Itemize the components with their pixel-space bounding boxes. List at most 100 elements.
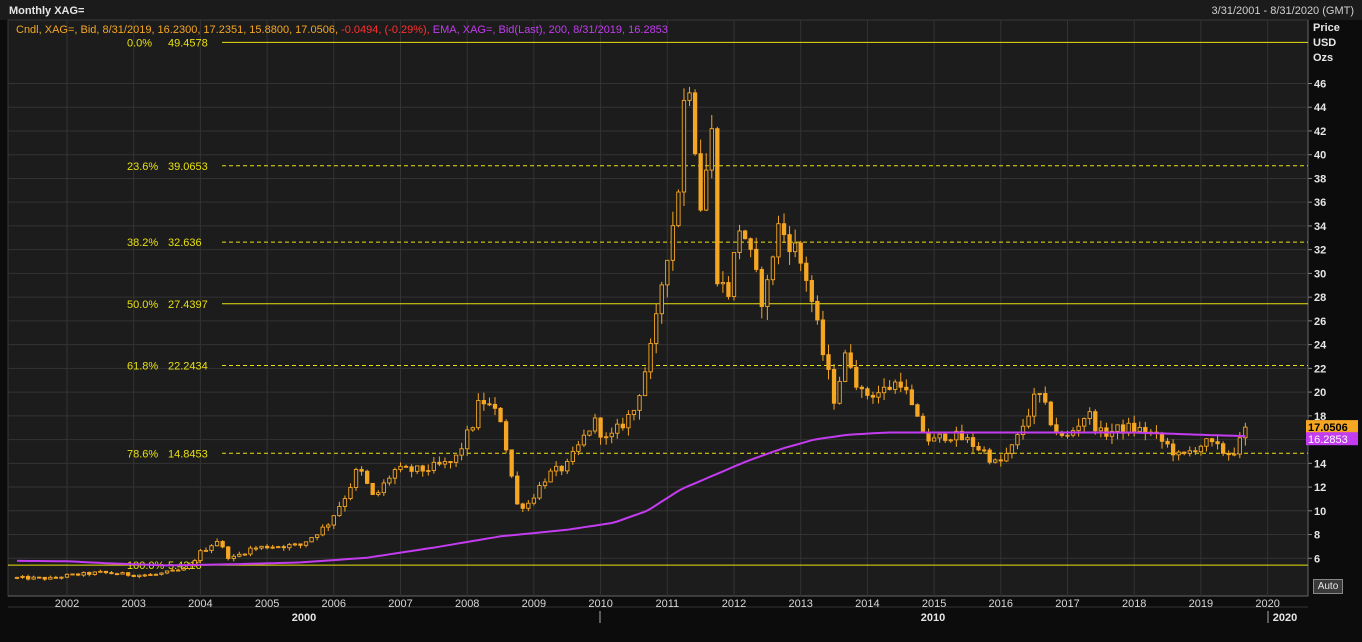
candle-body xyxy=(792,242,798,253)
candle-body xyxy=(570,450,575,462)
candle-body xyxy=(1182,451,1187,454)
candle-body xyxy=(142,574,147,577)
candle-body xyxy=(598,417,603,438)
fib-pct-label: 78.6% xyxy=(127,448,158,460)
candle-body xyxy=(998,459,1003,462)
candle-body xyxy=(681,99,687,193)
y-tick-label: 46 xyxy=(1314,78,1326,90)
candle-body xyxy=(1215,441,1220,445)
candle-body xyxy=(654,313,659,344)
last-price-tag xyxy=(1306,420,1358,434)
candle-body xyxy=(715,128,720,285)
candle-body xyxy=(1098,427,1104,432)
candle-body xyxy=(1132,422,1137,432)
candle-body xyxy=(320,526,325,536)
candle-body xyxy=(965,437,970,441)
candle-body xyxy=(648,342,653,373)
candle-body xyxy=(859,386,864,390)
last-price-label: 17.0506 xyxy=(1308,422,1348,434)
candle-body xyxy=(815,300,820,321)
candle-body xyxy=(209,545,214,551)
candle-body xyxy=(331,515,336,526)
candle-body xyxy=(170,569,175,572)
candle-body xyxy=(487,403,492,406)
auto-scale-button[interactable]: Auto xyxy=(1313,579,1343,594)
candle-body xyxy=(1020,425,1026,436)
ema-line xyxy=(17,431,1246,567)
y-tick-label: 34 xyxy=(1314,221,1327,233)
candle-body xyxy=(553,465,559,472)
candle-body xyxy=(1109,430,1115,437)
candle-body xyxy=(620,423,625,429)
axis-unit-currency: USD xyxy=(1313,37,1337,49)
candle-body xyxy=(114,573,120,576)
fib-pct-label: 0.0% xyxy=(127,37,152,49)
candle-body xyxy=(203,549,209,552)
candle-body xyxy=(787,234,792,253)
candle-body xyxy=(242,553,248,556)
candle-body xyxy=(731,252,737,297)
candle-body xyxy=(503,421,509,451)
candle-body xyxy=(559,465,564,472)
candle-body xyxy=(148,574,153,576)
candle-body xyxy=(403,465,409,468)
y-tick-label: 40 xyxy=(1314,150,1326,162)
legend-candle: Cndl, XAG=, Bid, 8/31/2019, 16.2300, 17.… xyxy=(16,24,339,36)
candle-body xyxy=(198,550,203,562)
candle-body xyxy=(392,469,398,479)
candle-body xyxy=(704,169,709,211)
candle-body xyxy=(893,381,898,390)
candle-body xyxy=(1043,393,1048,403)
candle-body xyxy=(181,568,186,571)
fib-value-label: 49.4578 xyxy=(168,37,208,49)
x-tick-label: 2018 xyxy=(1122,598,1146,610)
candle-body xyxy=(737,230,742,253)
candle-body xyxy=(898,381,903,388)
candle-body xyxy=(98,570,103,573)
candle-body xyxy=(959,430,965,441)
candle-body xyxy=(726,282,731,297)
y-tick-label: 38 xyxy=(1314,173,1326,185)
candle-body xyxy=(1054,424,1059,433)
fib-value-label: 39.0653 xyxy=(168,161,208,173)
candle-body xyxy=(1165,440,1170,445)
last-ema-label: 16.2853 xyxy=(1308,434,1348,446)
chart-title: Monthly XAG= xyxy=(9,5,85,17)
candle-body xyxy=(253,547,259,550)
candle-body xyxy=(1243,426,1248,439)
legend-change: -0.0494, (-0.29%), xyxy=(341,24,430,36)
candle-body xyxy=(276,546,281,549)
candle-body xyxy=(153,573,159,576)
candle-body xyxy=(765,279,770,307)
candle-body xyxy=(709,128,714,171)
last-ema-tag xyxy=(1306,432,1358,446)
x-era-label: 2010 xyxy=(921,612,945,624)
candle-body xyxy=(1031,393,1037,417)
y-tick-label: 28 xyxy=(1314,292,1326,304)
candle-body xyxy=(42,576,47,580)
candle-body xyxy=(831,368,837,404)
candle-body xyxy=(665,259,670,286)
candle-body xyxy=(592,417,598,432)
candle-body xyxy=(993,459,998,463)
candle-body xyxy=(370,482,375,495)
candle-body xyxy=(64,573,70,578)
y-tick-label: 18 xyxy=(1314,411,1326,423)
y-tick-label: 10 xyxy=(1314,506,1326,518)
candle-body xyxy=(848,352,853,368)
candle-body xyxy=(781,223,787,236)
y-tick-label: 26 xyxy=(1314,316,1326,328)
candle-body xyxy=(604,436,609,439)
candle-body xyxy=(314,534,320,538)
candle-body xyxy=(881,386,887,394)
candle-body xyxy=(937,433,942,439)
candle-body xyxy=(359,469,364,472)
candle-body xyxy=(365,470,370,484)
candle-body xyxy=(137,574,142,577)
candle-body xyxy=(670,225,676,261)
candle-body xyxy=(1087,411,1092,419)
candle-body xyxy=(609,432,614,438)
x-tick-label: 2016 xyxy=(989,598,1013,610)
candle-body xyxy=(770,256,776,281)
